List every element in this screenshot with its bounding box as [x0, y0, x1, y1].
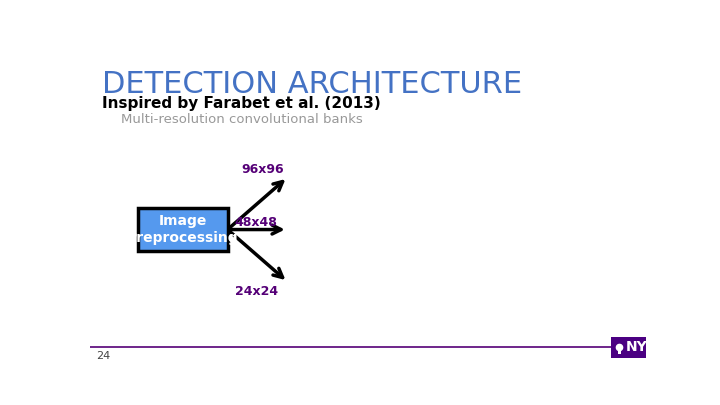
FancyBboxPatch shape: [618, 349, 621, 354]
Text: 96x96: 96x96: [241, 163, 284, 176]
Text: DETECTION ARCHITECTURE: DETECTION ARCHITECTURE: [102, 70, 522, 99]
Text: NYU: NYU: [626, 340, 659, 354]
Text: 48x48: 48x48: [235, 216, 278, 229]
Text: Multi-resolution convolutional banks: Multi-resolution convolutional banks: [121, 113, 363, 126]
Text: 24x24: 24x24: [235, 285, 278, 298]
FancyBboxPatch shape: [138, 209, 228, 251]
FancyBboxPatch shape: [611, 337, 647, 358]
Text: 24: 24: [96, 351, 110, 361]
Text: Image
Preprocessing: Image Preprocessing: [127, 215, 239, 245]
Text: Inspired by Farabet et al. (2013): Inspired by Farabet et al. (2013): [102, 96, 380, 111]
